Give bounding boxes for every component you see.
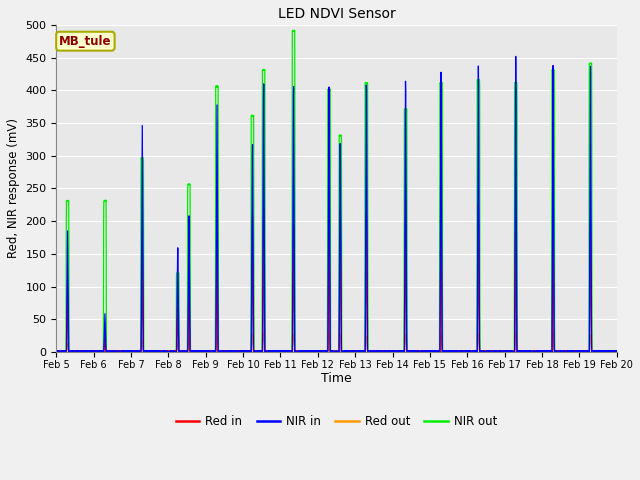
- Red in: [52, 348, 60, 354]
- NIR in: [612, 348, 620, 354]
- X-axis label: Time: Time: [321, 372, 352, 385]
- NIR in: [268, 348, 275, 354]
- NIR in: [595, 349, 602, 355]
- NIR out: [292, 349, 300, 355]
- Line: NIR out: NIR out: [56, 30, 616, 352]
- NIR in: [52, 348, 60, 354]
- NIR out: [602, 348, 610, 354]
- Title: LED NDVI Sensor: LED NDVI Sensor: [278, 7, 396, 21]
- NIR out: [542, 349, 550, 355]
- Red in: [268, 349, 275, 355]
- Red out: [602, 349, 610, 355]
- Red out: [292, 349, 300, 355]
- NIR out: [612, 348, 620, 354]
- Red out: [512, 329, 520, 335]
- Red in: [268, 349, 275, 355]
- Red in: [542, 349, 550, 355]
- Red out: [52, 348, 60, 354]
- Line: Red in: Red in: [56, 196, 616, 352]
- NIR out: [290, 27, 298, 33]
- Red in: [292, 348, 300, 354]
- NIR in: [150, 348, 157, 354]
- Line: NIR in: NIR in: [56, 56, 616, 352]
- NIR out: [116, 348, 124, 354]
- NIR out: [241, 349, 248, 355]
- NIR in: [116, 349, 124, 355]
- Y-axis label: Red, NIR response (mV): Red, NIR response (mV): [7, 119, 20, 258]
- Text: MB_tule: MB_tule: [59, 35, 111, 48]
- Red out: [116, 348, 124, 354]
- NIR in: [541, 348, 549, 354]
- NIR out: [52, 348, 60, 354]
- NIR out: [268, 349, 275, 355]
- NIR in: [512, 53, 520, 59]
- Red out: [612, 349, 620, 355]
- Red in: [150, 349, 157, 355]
- Line: Red out: Red out: [56, 332, 616, 352]
- NIR in: [602, 348, 610, 354]
- Red in: [602, 349, 610, 355]
- Red in: [612, 349, 620, 355]
- Red out: [542, 349, 550, 355]
- Red out: [150, 348, 157, 354]
- Legend: Red in, NIR in, Red out, NIR out: Red in, NIR in, Red out, NIR out: [171, 410, 502, 432]
- NIR out: [150, 349, 157, 355]
- NIR in: [292, 348, 300, 354]
- Red out: [88, 349, 95, 355]
- Red in: [437, 193, 445, 199]
- Red out: [268, 349, 275, 355]
- Red in: [116, 348, 124, 354]
